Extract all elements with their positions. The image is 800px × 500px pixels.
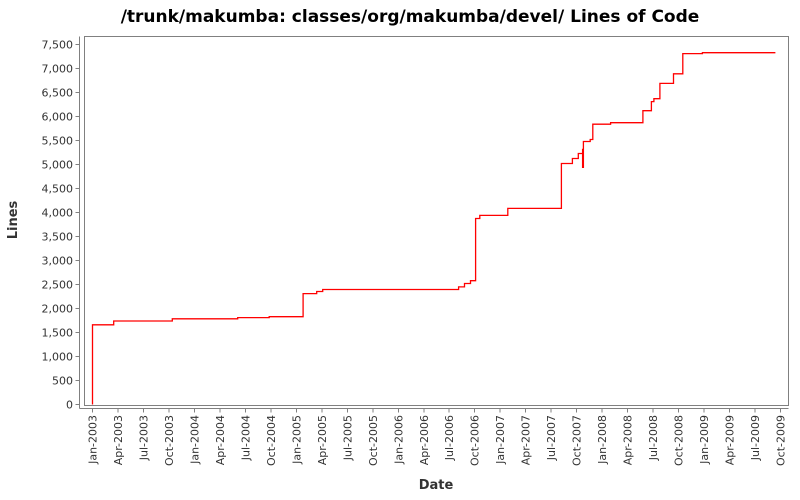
x-tick-label: Jul-2009: [749, 415, 762, 461]
y-tick-label: 4,500: [42, 183, 74, 196]
y-tick-label: 0: [66, 399, 73, 412]
y-tick-label: 500: [52, 375, 73, 388]
x-tick-label: Jul-2005: [341, 415, 354, 461]
x-tick-label: Apr-2005: [316, 415, 329, 465]
x-tick-label: Oct-2009: [775, 415, 788, 466]
plot-area: 0 500 1,000 1,500 2,000 2,500 3,000 3,500 4,000 4…: [42, 36, 789, 466]
x-tick-label: Jan-2006: [392, 415, 405, 465]
x-tick-label: Apr-2007: [520, 415, 533, 465]
y-tick-label: 1,000: [42, 351, 74, 364]
y-axis-title: Lines: [6, 200, 21, 239]
x-tick-label: Jul-2003: [137, 415, 150, 461]
y-tick-label: 4,000: [42, 207, 74, 220]
x-tick-label: Jul-2007: [545, 415, 558, 461]
x-tick-label: Jan-2005: [290, 415, 303, 465]
y-tick-label: 3,500: [42, 231, 74, 244]
x-tick-label: Jan-2008: [596, 415, 609, 465]
x-axis-title: Date: [419, 478, 454, 493]
x-tick-label: Oct-2005: [367, 415, 380, 466]
chart-title: /trunk/makumba: classes/org/makumba/deve…: [121, 7, 700, 27]
y-tick-label: 1,500: [42, 327, 74, 340]
x-tick-label: Apr-2003: [112, 415, 125, 465]
y-tick-label: 7,000: [42, 63, 74, 76]
y-tick-label: 7,500: [42, 39, 74, 52]
x-tick-label: Oct-2008: [673, 415, 686, 466]
x-tick-label: Apr-2004: [214, 415, 227, 465]
loc-series-line: [91, 52, 776, 405]
y-tick-label: 3,000: [42, 255, 74, 268]
y-tick-label: 5,000: [42, 159, 74, 172]
y-tick-label: 6,000: [42, 111, 74, 124]
y-tick-label: 6,500: [42, 87, 74, 100]
x-tick-label: Oct-2007: [571, 415, 584, 466]
x-tick-label: Jul-2004: [239, 415, 252, 461]
y-tick-label: 5,500: [42, 135, 74, 148]
x-tick-label: Oct-2004: [265, 415, 278, 466]
x-tick-label: Apr-2008: [622, 415, 635, 465]
x-tick-label: Jan-2004: [188, 415, 201, 465]
x-tick-label: Jan-2003: [87, 415, 100, 465]
y-tick-label: 2,000: [42, 303, 74, 316]
x-tick-label: Jan-2007: [494, 415, 507, 465]
x-tick-label: Oct-2003: [163, 415, 176, 466]
x-tick-label: Apr-2009: [724, 415, 737, 465]
x-tick-label: Jul-2008: [647, 415, 660, 461]
y-tick-label: 2,500: [42, 279, 74, 292]
x-tick-label: Jul-2006: [443, 415, 456, 461]
x-tick-label: Apr-2006: [418, 415, 431, 465]
plot-border: [84, 36, 789, 406]
x-tick-label: Oct-2006: [469, 415, 482, 466]
x-tick-label: Jan-2009: [698, 415, 711, 465]
